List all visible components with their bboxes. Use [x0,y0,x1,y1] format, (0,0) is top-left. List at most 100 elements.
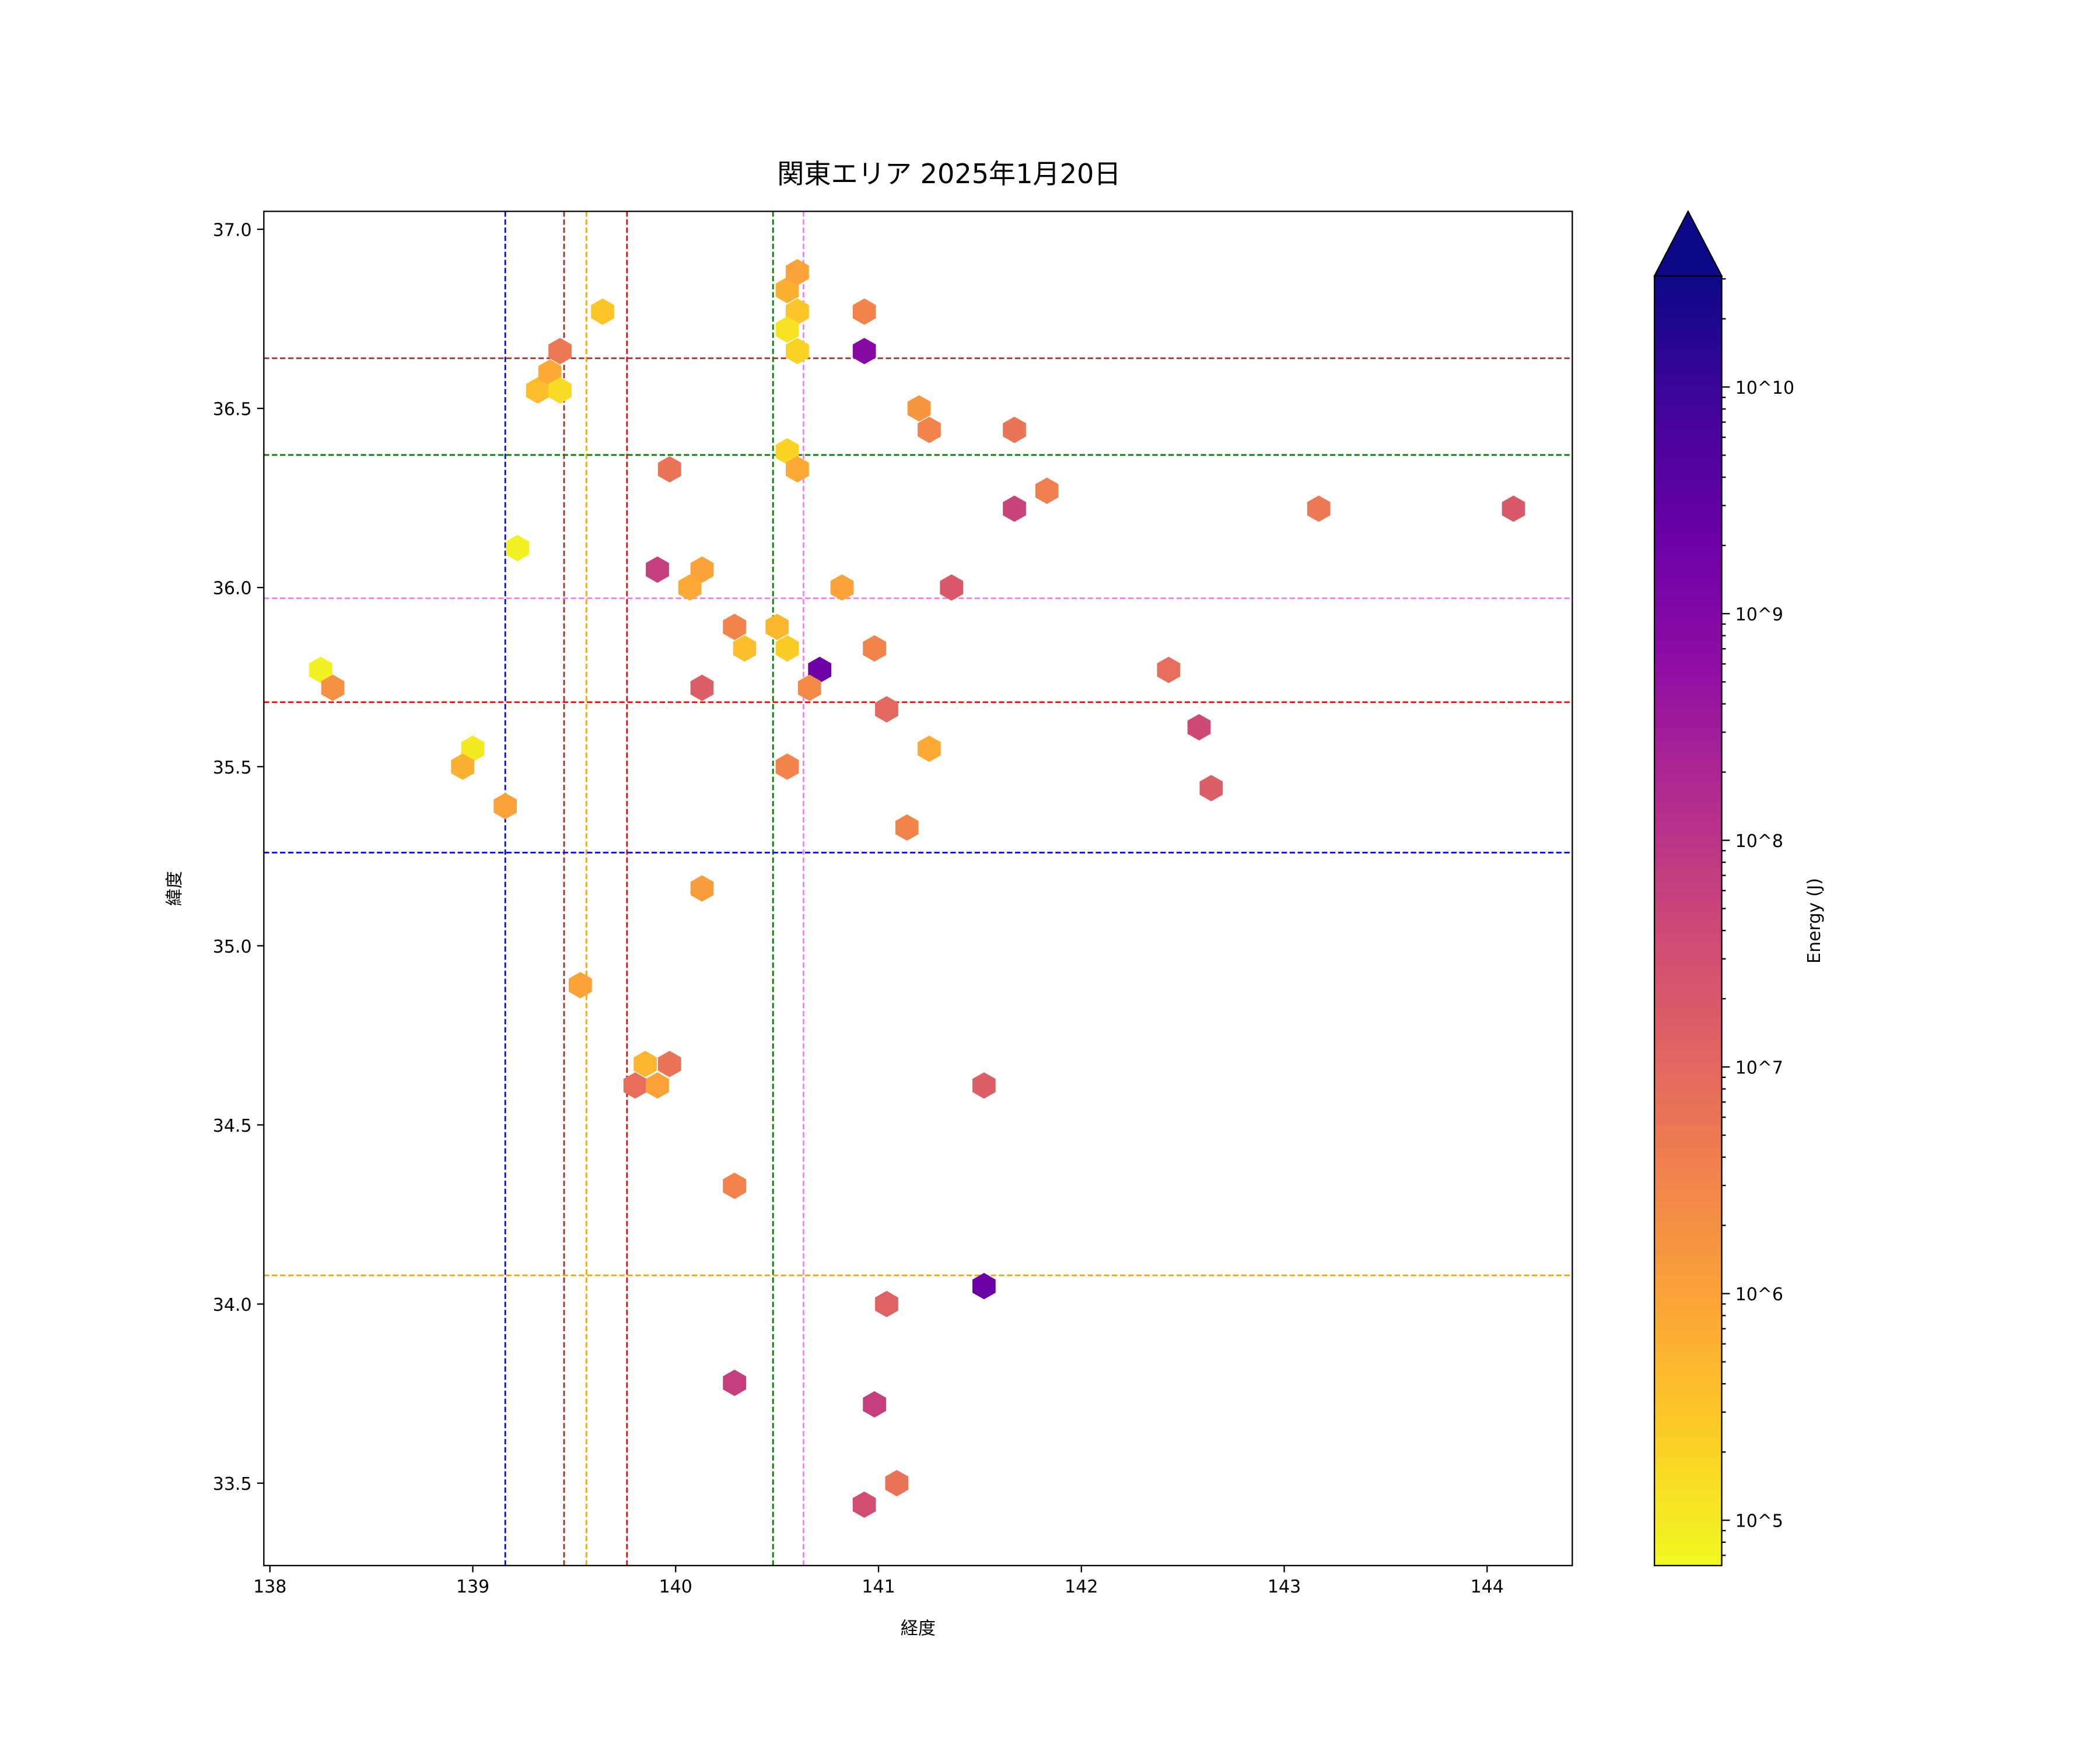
colorbar-segment [1654,276,1722,288]
hexbin-cell [494,793,517,820]
colorbar-segment [1654,351,1722,363]
y-tick-label: 34.5 [213,1116,252,1136]
y-axis-label: 緯度 [164,871,185,906]
hexbin-cell [690,674,714,701]
hexbin-cell [1199,775,1223,802]
plot-area [264,211,1573,1566]
colorbar-segment [1654,1254,1722,1266]
x-tick-label: 141 [862,1577,895,1597]
colorbar-segment [1654,1297,1722,1309]
colorbar-segment [1654,555,1722,567]
colorbar-tick-label: 10^6 [1735,1284,1783,1305]
hexbin-cell [775,438,799,465]
y-tick-label: 34.0 [213,1295,252,1315]
hexbin-cell [765,614,789,640]
x-tick-label: 143 [1268,1577,1301,1597]
colorbar-segment [1654,297,1722,309]
colorbar-segment [1654,1265,1722,1276]
colorbar-segment [1654,308,1722,320]
hexbin-cell [657,456,681,483]
hexbin-cell [623,1072,647,1099]
colorbar-segment [1654,1436,1722,1448]
colorbar-segment [1654,738,1722,750]
colorbar-segment [1654,437,1722,449]
hexbin-cell [321,674,345,701]
hexbin-cell [875,696,898,723]
hexbin-cell [461,735,485,762]
hexbin-cell [568,972,592,999]
hexbin-cell [634,1051,657,1077]
colorbar-segment [1654,684,1722,696]
hexbin-cell [1187,714,1211,741]
colorbar-segment [1654,1307,1722,1320]
colorbar: 10^5 10^6 10^7 10^8 10^9 10^10 [1653,209,1794,1567]
colorbar-segment [1654,1522,1722,1534]
colorbar-segment [1654,372,1722,384]
colorbar-segment [1654,447,1722,460]
hexbin-cell [895,814,919,841]
colorbar-segment [1654,1458,1722,1470]
hexbin-cell [852,338,876,365]
hexbin-cell [786,338,809,365]
colorbar-tick-label: 10^7 [1735,1058,1783,1079]
colorbar-segment [1654,1222,1722,1234]
axes-frame [263,211,1573,1566]
hexbin-cell [852,1491,876,1518]
y-tick-label: 35.5 [213,758,252,778]
colorbar-segment [1654,598,1722,610]
colorbar-segment [1654,1168,1722,1180]
colorbar-segment [1654,480,1722,492]
colorbar-segment [1654,491,1722,503]
colorbar-segment [1654,340,1722,352]
hexbin-cell [646,1072,669,1099]
colorbar-segment [1654,1017,1722,1030]
colorbar-segment [1654,792,1722,804]
colorbar-segment [1654,964,1722,975]
colorbar-segment [1654,566,1722,578]
colorbar-segment [1654,695,1722,707]
colorbar-segment [1654,286,1722,299]
hexbin-cell [775,276,799,304]
colorbar-segment [1654,899,1722,911]
x-axis-label: 経度 [901,1619,936,1639]
colorbar-segment [1654,620,1722,632]
colorbar-segment [1654,974,1722,986]
colorbar-segment [1654,544,1722,556]
colorbar-segment [1654,877,1722,890]
hexbin-cell [506,535,529,562]
colorbar-segment [1654,1093,1722,1105]
colorbar-segment [1654,921,1722,933]
colorbar-segment [1654,1114,1722,1126]
hexbin-cell [907,395,931,422]
x-tick-label: 140 [659,1577,692,1597]
hexbin-cell [646,556,669,583]
colorbar-label: Energy (J) [1804,878,1825,964]
colorbar-segment [1654,996,1722,1008]
hexbin-cell [1157,656,1181,684]
hexbin-cell [1307,495,1331,522]
colorbar-segment [1654,1103,1722,1115]
colorbar-segment [1654,1501,1722,1513]
colorbar-segment [1654,1071,1722,1083]
colorbar-segment [1654,1533,1722,1545]
colorbar-segment [1654,1006,1722,1019]
colorbar-frame [1654,275,1723,1566]
hexbin-cell [723,1370,746,1396]
hexbin-cell [591,298,614,325]
hexbin-cell [526,377,550,404]
hexbin-cell [786,259,809,286]
colorbar-segment [1654,1135,1722,1147]
y-tick-label: 35.0 [213,937,252,957]
hexbin-cell [972,1273,996,1300]
colorbar-segment [1654,1232,1722,1244]
colorbar-segment [1654,1372,1722,1384]
colorbar-segment [1654,1350,1722,1363]
colorbar-segment [1654,1479,1722,1492]
colorbar-segment [1654,802,1722,814]
hexbin-cell [885,1469,909,1497]
hexbin-cell [830,574,854,601]
y-tick-label: 33.5 [213,1474,252,1494]
colorbar-segment [1654,1394,1722,1405]
colorbar-segment [1654,1447,1722,1460]
colorbar-segment [1654,1189,1722,1201]
